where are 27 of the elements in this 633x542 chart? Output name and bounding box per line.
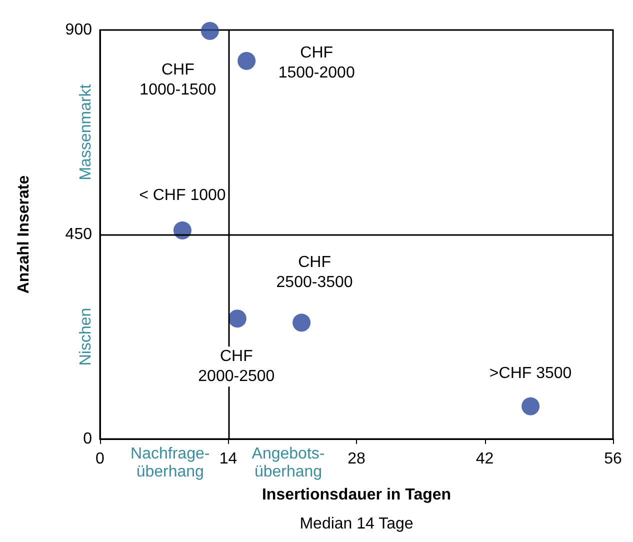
x-tick-label: 14 bbox=[219, 450, 238, 468]
text: Nachfrage- überhang bbox=[130, 446, 210, 480]
annotation: CHF 1000-1500 bbox=[140, 61, 216, 98]
y-axis-title: Anzahl Inserate bbox=[16, 175, 32, 294]
annotation: >CHF 3500 bbox=[489, 364, 572, 382]
x-axis-title: Insertionsdauer in Tagen bbox=[262, 486, 452, 504]
point bbox=[228, 310, 246, 328]
annotation: CHF 2000-2500 bbox=[198, 348, 275, 386]
point bbox=[173, 221, 192, 240]
text: Massenmarkt bbox=[78, 84, 94, 180]
x-tick-label: 0 bbox=[96, 450, 105, 468]
x-tick-label: 28 bbox=[348, 450, 366, 468]
point bbox=[238, 52, 256, 70]
annotation: < CHF 1000 bbox=[139, 186, 226, 204]
text: Nischen bbox=[78, 308, 94, 366]
x-tick-label: 56 bbox=[604, 450, 622, 468]
point bbox=[200, 22, 219, 40]
y-tick-label: 0 bbox=[83, 430, 92, 448]
text: Median 14 Tage bbox=[300, 516, 414, 532]
point bbox=[292, 314, 311, 332]
y-tick-label: 450 bbox=[65, 226, 92, 243]
x-tick-label: 42 bbox=[476, 450, 494, 468]
y-tick-label: 900 bbox=[65, 22, 92, 38]
text: Angebots- überhang bbox=[252, 446, 325, 480]
annotation: CHF 2500-3500 bbox=[276, 254, 353, 292]
annotation: CHF 1500-2000 bbox=[278, 44, 355, 82]
point bbox=[522, 397, 540, 416]
